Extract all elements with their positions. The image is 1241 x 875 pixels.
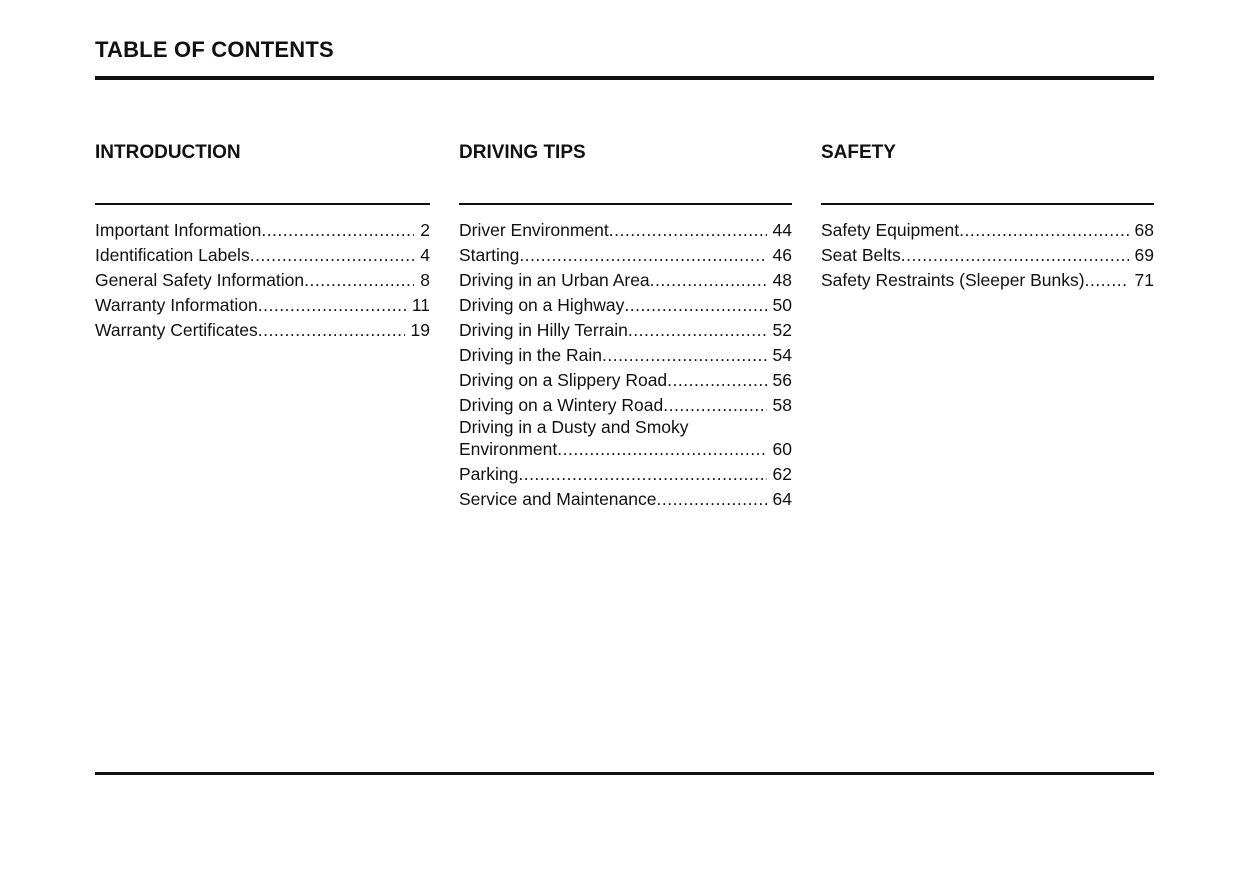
dot-leader [519, 243, 766, 268]
dot-leader [609, 218, 767, 243]
entry-page-number: 4 [420, 245, 430, 265]
entry-page-number: 54 [772, 345, 792, 365]
entry-label: Service and Maintenance [459, 489, 657, 509]
dot-leader [628, 318, 767, 343]
entry-page-number: 58 [772, 395, 792, 415]
toc-entry[interactable]: Service and Maintenance 64 [459, 487, 792, 512]
entry-label: Driving on a Slippery Road [459, 370, 668, 390]
entry-label: Warranty Information [95, 295, 258, 315]
dot-leader [901, 243, 1129, 268]
dot-leader [261, 218, 414, 243]
section-divider [821, 203, 1154, 205]
entry-label: Seat Belts [821, 245, 901, 265]
dot-leader [667, 368, 766, 393]
toc-entry[interactable]: General Safety Information 8 [95, 268, 430, 293]
dot-leader [656, 487, 766, 512]
entry-label-line: Driving in a Dusty and Smoky [459, 417, 689, 437]
dot-leader [258, 293, 406, 318]
section-divider [95, 203, 430, 205]
dot-leader [624, 293, 766, 318]
toc-entry[interactable]: Driving on a Wintery Road 58 [459, 393, 792, 418]
entry-page-number: 60 [772, 439, 792, 459]
entry-label: Safety Restraints (Sleeper Bunks) [821, 270, 1085, 290]
toc-entry[interactable]: Identification Labels 4 [95, 243, 430, 268]
entry-page-number: 56 [772, 370, 792, 390]
dot-leader [959, 218, 1128, 243]
section-safety: SAFETY Safety Equipment68Seat Belts69Saf… [821, 140, 1154, 293]
toc-entries: Safety Equipment 68 Seat Belts 69 Safety Res… [821, 218, 1154, 293]
dot-leader [250, 243, 415, 268]
entry-label: Driving in an Urban Area [459, 270, 650, 290]
entry-label: Safety Equipment [821, 220, 960, 240]
toc-entry[interactable]: Safety Restraints (Sleeper Bunks) 71 [821, 268, 1154, 293]
dot-leader [258, 318, 405, 343]
page-title: TABLE OF CONTENTS [95, 37, 334, 62]
footer-divider [95, 772, 1154, 775]
toc-entry[interactable]: Starting 46 [459, 243, 792, 268]
toc-entry[interactable]: Safety Equipment 68 [821, 218, 1154, 243]
toc-entry[interactable]: Driving in the Rain 54 [459, 343, 792, 368]
toc-entry[interactable]: Driver Environment 44 [459, 218, 792, 243]
entry-label: Parking [459, 464, 519, 484]
section-heading: SAFETY [821, 142, 896, 163]
entry-label: Driver Environment [459, 220, 609, 240]
entry-page-number: 19 [410, 320, 430, 340]
toc-entry[interactable]: Driving in Hilly Terrain 52 [459, 318, 792, 343]
entry-page-number: 71 [1134, 270, 1154, 290]
section-divider [459, 203, 792, 205]
entry-label: General Safety Information [95, 270, 305, 290]
entry-page-number: 2 [420, 220, 430, 240]
dot-leader [663, 393, 766, 418]
dot-leader [1085, 268, 1129, 293]
toc-entries: Driver Environment 44 Starting 46 Driving in… [459, 218, 792, 512]
entry-page-number: 52 [772, 320, 792, 340]
entry-page-number: 68 [1134, 220, 1154, 240]
entry-page-number: 44 [772, 220, 792, 240]
entry-page-number: 64 [772, 489, 792, 509]
toc-entries: Important Information 2 Identification Lab… [95, 218, 430, 343]
entry-label: Starting [459, 245, 520, 265]
entry-label: Driving in the Rain [459, 345, 602, 365]
entry-label: Environment [459, 439, 558, 459]
dot-leader [557, 437, 766, 462]
toc-entry[interactable]: Driving on a Slippery Road 56 [459, 368, 792, 393]
section-introduction: INTRODUCTION Important Information 2 Ident… [95, 140, 430, 343]
entry-page-number: 48 [772, 270, 792, 290]
dot-leader [602, 343, 767, 368]
entry-label: Driving on a Highway [459, 295, 625, 315]
entry-label: Important Information [95, 220, 262, 240]
dot-leader [518, 462, 766, 487]
toc-entry[interactable]: Seat Belts 69 [821, 243, 1154, 268]
dot-leader [650, 268, 767, 293]
entry-label: Driving on a Wintery Road [459, 395, 664, 415]
entry-page-number: 62 [772, 464, 792, 484]
entry-label: Identification Labels [95, 245, 250, 265]
entry-page-number: 8 [420, 270, 430, 290]
entry-page-number: 50 [772, 295, 792, 315]
toc-entry[interactable]: Driving in an Urban Area 48 [459, 268, 792, 293]
toc-entry[interactable]: Warranty Information 11 [95, 293, 430, 318]
entry-page-number: 11 [411, 295, 430, 315]
toc-entry[interactable]: Important Information 2 [95, 218, 430, 243]
entry-label: Driving in Hilly Terrain [459, 320, 628, 340]
section-heading: INTRODUCTION [95, 142, 241, 163]
entry-page-number: 69 [1134, 245, 1154, 265]
section-driving-tips: DRIVING TIPS Driver Environment 44 Startin… [459, 140, 792, 512]
entry-label: Warranty Certificates [95, 320, 258, 340]
toc-entry[interactable]: Parking 62 [459, 462, 792, 487]
entry-page-number: 46 [772, 245, 792, 265]
dot-leader [304, 268, 414, 293]
section-heading: DRIVING TIPS [459, 142, 586, 163]
toc-entry[interactable]: Driving on a Highway 50 [459, 293, 792, 318]
toc-entry[interactable]: Warranty Certificates 19 [95, 318, 430, 343]
title-divider [95, 76, 1154, 80]
